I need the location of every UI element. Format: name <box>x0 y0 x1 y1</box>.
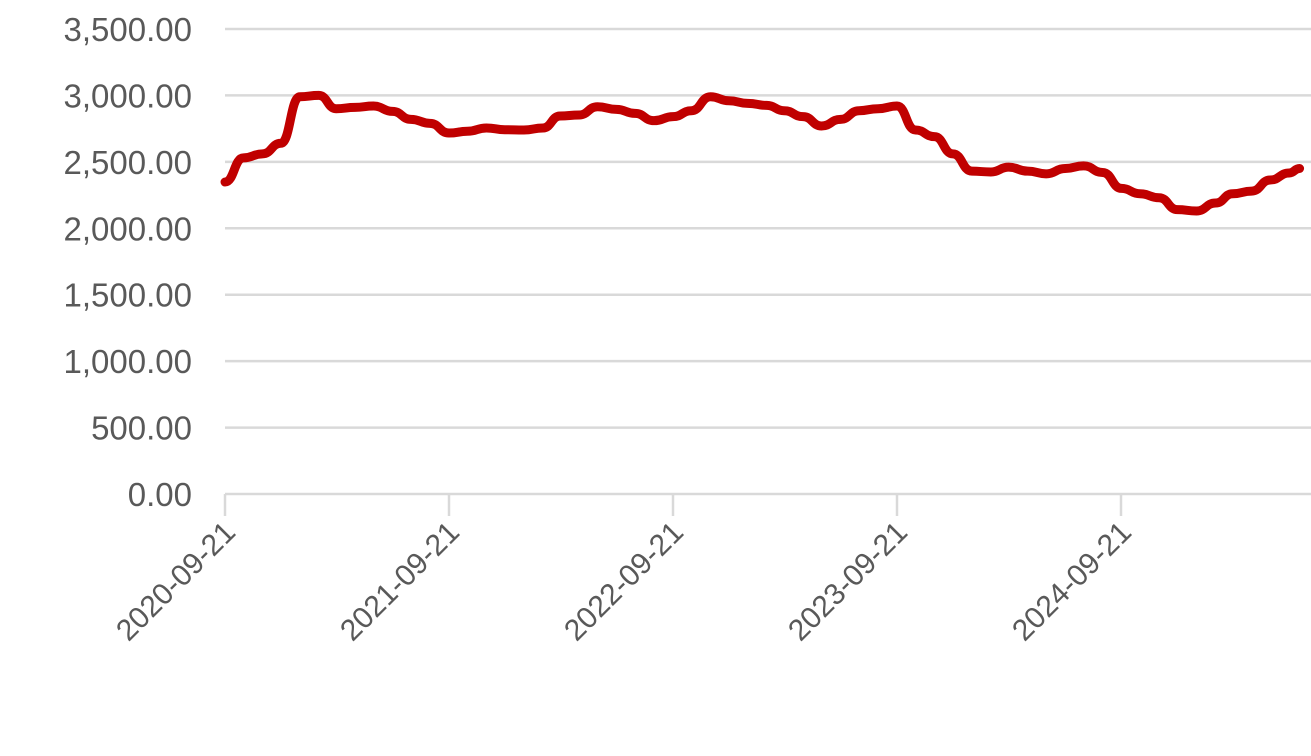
data-point <box>522 128 525 131</box>
data-point <box>242 156 245 159</box>
data-point <box>876 107 879 110</box>
data-point <box>857 109 860 112</box>
data-point <box>298 95 301 98</box>
data-point <box>765 104 768 107</box>
data-point <box>261 152 264 155</box>
y-tick-label: 0.00 <box>128 476 192 513</box>
y-tick-label: 1,500.00 <box>64 277 192 314</box>
data-point <box>802 115 805 118</box>
data-point <box>466 130 469 133</box>
x-tick-label: 2021-09-21 <box>334 516 466 648</box>
data-point <box>1101 171 1104 174</box>
data-point <box>354 106 357 109</box>
data-point <box>672 115 674 118</box>
data-point <box>1231 192 1234 195</box>
data-point <box>727 99 730 102</box>
data-point <box>709 95 712 98</box>
y-tick-label: 2,500.00 <box>64 144 192 181</box>
x-tick-label: 2020-09-21 <box>110 516 242 648</box>
data-point <box>615 108 618 111</box>
series-line <box>220 90 1305 216</box>
data-point <box>1064 167 1067 170</box>
series-path <box>220 90 1305 216</box>
y-tick-label: 3,000.00 <box>64 77 192 114</box>
data-point <box>1007 166 1010 169</box>
data-point <box>1288 172 1291 175</box>
y-axis-tick-labels: 0.00 500.00 1,000.00 1,500.00 2,000.00 2,500.… <box>64 11 192 513</box>
data-point <box>989 170 992 173</box>
data-point <box>1214 202 1217 205</box>
data-point <box>1195 210 1198 213</box>
data-point <box>633 112 636 115</box>
data-point <box>596 105 599 108</box>
data-point <box>690 109 693 112</box>
data-point <box>1176 208 1179 211</box>
x-tick-label: 2023-09-21 <box>782 516 914 648</box>
data-point <box>820 124 823 127</box>
data-point <box>1026 170 1029 173</box>
data-point <box>914 128 917 131</box>
data-point <box>335 107 338 110</box>
data-point <box>1082 164 1085 167</box>
data-point <box>970 170 973 173</box>
data-point <box>839 118 842 121</box>
y-tick-label: 3,500.00 <box>64 11 192 48</box>
data-point <box>578 113 581 116</box>
data-point <box>1158 196 1161 199</box>
data-point <box>1139 192 1142 195</box>
gridlines <box>225 27 1311 429</box>
data-point <box>746 102 749 105</box>
data-point <box>485 126 488 129</box>
data-point <box>1250 190 1253 193</box>
data-point <box>1298 167 1301 170</box>
data-point <box>428 122 431 125</box>
data-point <box>783 109 786 112</box>
x-tick-label: 2024-09-21 <box>1006 516 1138 648</box>
y-tick-label: 2,000.00 <box>64 210 192 247</box>
data-point <box>541 126 544 129</box>
data-point <box>559 115 562 118</box>
data-point <box>951 152 954 155</box>
y-tick-label: 500.00 <box>91 410 192 447</box>
data-point <box>317 94 320 97</box>
data-point <box>409 118 412 121</box>
data-point <box>652 119 655 122</box>
x-tick-label: 2022-09-21 <box>558 516 690 648</box>
data-point <box>933 135 936 138</box>
x-axis-tick-labels: 2020-09-21 2021-09-21 2022-09-21 2023-09-21… <box>110 516 1138 648</box>
y-tick-label: 1,000.00 <box>64 343 192 380</box>
data-point <box>1120 187 1123 190</box>
data-point <box>503 128 506 131</box>
data-point <box>896 105 898 108</box>
data-point <box>1269 179 1272 182</box>
data-point <box>224 181 226 184</box>
data-point <box>279 142 282 145</box>
data-point <box>391 110 394 113</box>
x-axis <box>223 492 1311 516</box>
data-point <box>448 132 450 135</box>
data-point <box>372 105 375 108</box>
data-point <box>1045 172 1048 175</box>
